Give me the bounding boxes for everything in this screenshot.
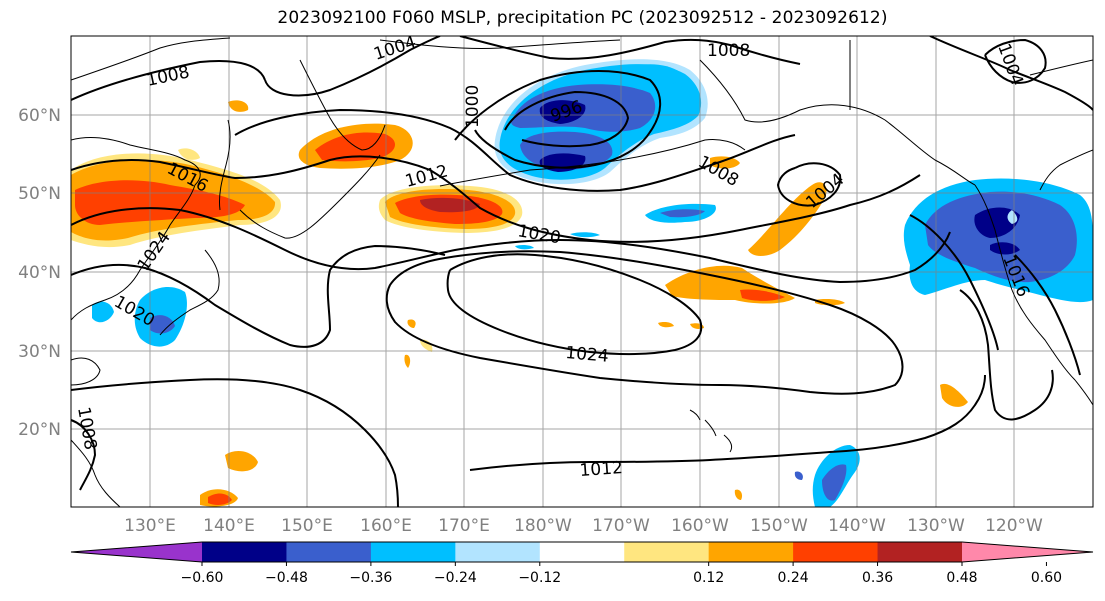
isobars xyxy=(71,36,1093,507)
latitude-labels: 60°N 50°N 40°N 30°N 20°N xyxy=(18,106,61,440)
colorbar-swatch xyxy=(793,542,879,562)
isobar-label: 1024 xyxy=(565,343,610,367)
colorbar-tick-label: 0.12 xyxy=(693,570,724,586)
colorbar-extension-low xyxy=(71,542,202,562)
lon-label: 140°E xyxy=(203,516,255,536)
graticule xyxy=(71,36,1093,507)
colorbar-tick-label: −0.24 xyxy=(434,570,477,586)
lon-label: 170°E xyxy=(438,516,490,536)
lat-label: 40°N xyxy=(18,263,61,283)
lon-label: 130°E xyxy=(124,516,176,536)
colorbar-swatch xyxy=(455,542,541,562)
colorbar-swatch xyxy=(286,542,372,562)
colorbar-swatch xyxy=(202,542,287,562)
colorbar-swatch xyxy=(708,542,794,562)
map-frame xyxy=(70,35,1094,508)
lon-label: 150°W xyxy=(750,516,808,536)
colorbar-tick-label: −0.36 xyxy=(349,570,392,586)
isobar-label: 1000 xyxy=(463,85,483,128)
lat-label: 30°N xyxy=(18,342,61,362)
colorbar-tick-label: 0.60 xyxy=(1031,570,1062,586)
colorbar-tick-label: −0.48 xyxy=(265,570,308,586)
colorbar-extension-high xyxy=(962,542,1093,562)
colorbar-tick-label: 0.48 xyxy=(946,570,977,586)
colorbar-swatch xyxy=(877,542,963,562)
colorbar-swatch xyxy=(624,542,710,562)
colorbar-tick-label: 0.36 xyxy=(862,570,893,586)
lat-label: 20°N xyxy=(18,420,61,440)
colorbar-swatch xyxy=(370,542,456,562)
lat-label: 50°N xyxy=(18,184,61,204)
lat-label: 60°N xyxy=(18,106,61,126)
lon-label: 130°W xyxy=(907,516,965,536)
longitude-labels: 130°E 140°E 150°E 160°E 170°E 180°W 170°… xyxy=(124,516,1043,536)
lon-label: 160°W xyxy=(671,516,729,536)
colorbar-swatch xyxy=(539,542,625,562)
colorbar-tick-label: −0.60 xyxy=(181,570,224,586)
lon-label: 150°E xyxy=(281,516,333,536)
coastlines xyxy=(71,37,1093,507)
lon-label: 140°W xyxy=(828,516,886,536)
isobar-label: 1008 xyxy=(707,41,750,61)
lon-label: 120°W xyxy=(985,516,1043,536)
colorbar-tick-label: 0.24 xyxy=(778,570,809,586)
lon-label: 160°E xyxy=(360,516,412,536)
colorbar: −0.60 −0.48 −0.36 −0.24 −0.12 0.12 0.24 0.36 0.4… xyxy=(70,541,1094,586)
lon-label: 180°W xyxy=(514,516,572,536)
colorbar-tick-label: −0.12 xyxy=(518,570,561,586)
lon-label: 170°W xyxy=(592,516,650,536)
isobar-label: 1012 xyxy=(579,458,624,481)
map-title: 2023092100 F060 MSLP, precipitation PC (… xyxy=(277,8,888,28)
